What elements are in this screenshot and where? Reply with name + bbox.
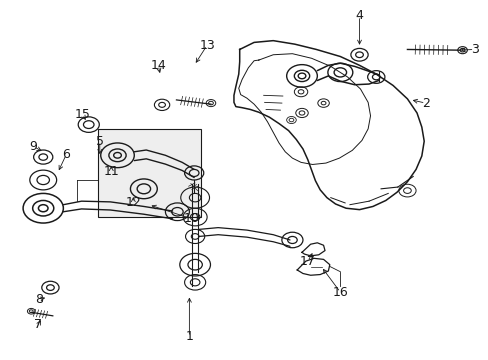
Text: 11: 11 <box>103 165 119 178</box>
Bar <box>98 129 201 217</box>
Text: 10: 10 <box>183 212 199 225</box>
Text: 16: 16 <box>332 286 347 299</box>
Text: 17: 17 <box>299 255 315 267</box>
Text: 4: 4 <box>355 9 363 22</box>
Text: 1: 1 <box>185 330 193 343</box>
Text: 2: 2 <box>421 96 428 109</box>
Text: 7: 7 <box>34 318 42 331</box>
Text: 9: 9 <box>30 140 38 153</box>
Text: 14: 14 <box>150 59 166 72</box>
Text: 15: 15 <box>75 108 90 121</box>
Text: 13: 13 <box>199 39 215 52</box>
Text: 8: 8 <box>35 293 43 306</box>
Text: 6: 6 <box>62 148 70 161</box>
Text: 5: 5 <box>96 135 103 148</box>
Text: 12: 12 <box>125 197 141 210</box>
Text: 3: 3 <box>469 43 477 56</box>
